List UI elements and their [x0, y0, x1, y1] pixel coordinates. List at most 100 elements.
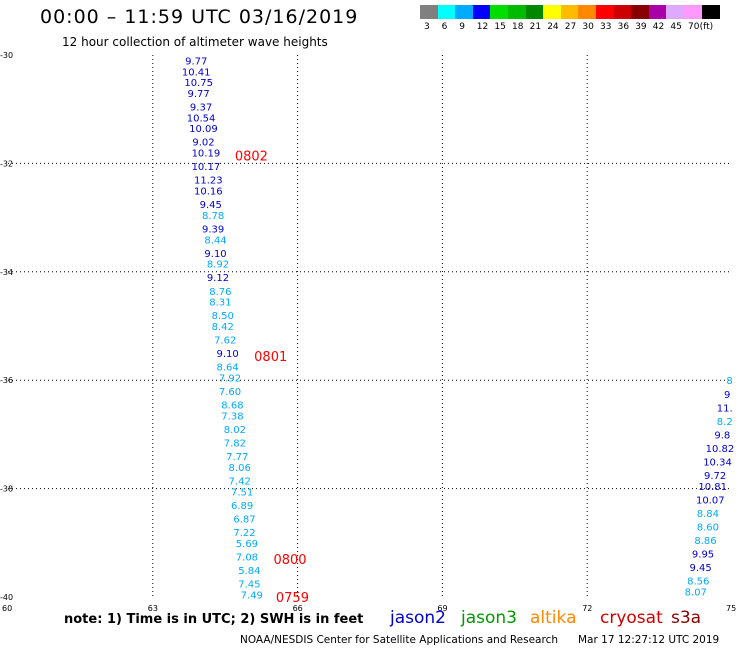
legend-label: 9 [459, 22, 465, 32]
wave-height-value: 10.17 [192, 162, 221, 173]
wave-height-value: 9.12 [207, 273, 229, 284]
page-title: 00:00 – 11:59 UTC 03/16/2019 [40, 6, 359, 28]
lat-tick-label: -36 [0, 376, 13, 385]
legend-swatch [420, 5, 439, 19]
legend-label: 12 [476, 22, 489, 32]
wave-height-value: 9.72 [704, 471, 726, 482]
lat-tick-label: -30 [0, 51, 13, 60]
wave-height-value: 8.31 [209, 298, 231, 309]
wave-height-value: 7.08 [236, 552, 258, 563]
pass-time-label: 0802 [235, 149, 268, 164]
legend-swatch [490, 5, 509, 19]
satellite-label-jason2: jason2 [390, 608, 446, 628]
legend-swatch [648, 5, 667, 19]
lon-tick-label: 75 [726, 604, 736, 613]
wave-height-value: 9.10 [204, 249, 226, 260]
wave-height-value: 7.22 [233, 528, 255, 539]
legend-swatch [631, 5, 650, 19]
wave-height-value: 9.8 [714, 430, 730, 441]
legend-label: 24 [547, 22, 559, 32]
wave-height-value: 8.60 [697, 523, 719, 534]
wave-height-value: 7.92 [219, 373, 241, 384]
wave-height-value: 9 [724, 390, 730, 401]
legend-swatch [596, 5, 615, 19]
wave-height-value: 10.16 [194, 187, 223, 198]
lon-tick-label: 63 [148, 604, 158, 613]
wave-height-value: 10.81 [698, 482, 727, 493]
legend-swatch [525, 5, 544, 19]
wave-height-value: 10.34 [703, 458, 732, 469]
generated-timestamp: Mar 17 12:27:12 UTC 2019 [578, 634, 720, 646]
legend-swatch [437, 5, 456, 19]
legend-label: 33 [600, 22, 612, 32]
lon-tick-label: 69 [437, 604, 447, 613]
legend-label: 70 [688, 22, 700, 32]
wave-height-value: 6.89 [231, 501, 253, 512]
legend-label: (ft) [699, 22, 714, 32]
wave-height-value: 10.19 [192, 149, 221, 160]
wave-height-value: 7.51 [231, 487, 253, 498]
satellite-label-s3a: s3a [671, 608, 702, 628]
wave-height-value: 9.45 [689, 563, 711, 574]
pass-time-label: 0800 [273, 553, 306, 568]
wave-height-value: 10.41 [182, 67, 211, 78]
wave-height-value: 7.38 [221, 411, 243, 422]
legend-label: 39 [635, 22, 647, 32]
wave-height-value: 9.39 [202, 224, 224, 235]
wave-height-value: 9.02 [192, 138, 214, 149]
wave-height-value: 7.42 [229, 476, 251, 487]
satellite-label-jason3: jason3 [461, 608, 517, 628]
legend-swatch [578, 5, 597, 19]
legend-label: 36 [617, 22, 630, 32]
lat-tick-label: -32 [0, 159, 13, 168]
map-axis-labels: -30 -32 -34 -36 -38 -40 60 63 66 69 72 75 [0, 51, 736, 613]
wave-height-value: 8.07 [685, 588, 707, 599]
map-grid [8, 55, 732, 597]
wave-height-value: 9.37 [190, 102, 212, 113]
wave-height-value: 7.82 [224, 439, 246, 450]
pass-time-label: 0801 [254, 350, 287, 365]
legend-swatch [701, 5, 720, 19]
wave-height-value: 9.77 [185, 56, 207, 67]
wave-height-value: 9.45 [200, 200, 222, 211]
pass-time-label: 0759 [276, 591, 309, 606]
lon-tick-label: 72 [582, 604, 592, 613]
wave-height-value: 9.77 [188, 89, 210, 100]
wave-height-value: 10.75 [184, 78, 213, 89]
legend-swatch [543, 5, 562, 19]
wave-height-value: 8.56 [687, 577, 709, 588]
legend-label: 6 [441, 22, 448, 32]
lon-tick-label: 66 [293, 604, 303, 613]
wave-height-value: 10.07 [696, 495, 725, 506]
wave-height-value: 9.10 [216, 349, 238, 360]
legend-swatch [560, 5, 579, 19]
wave-height-observations: 9.7710.4110.759.779.3710.5410.099.0210.1… [182, 56, 734, 601]
legend-label: 30 [582, 22, 594, 32]
legend-label: 18 [512, 22, 524, 32]
wave-height-value: 10.82 [706, 444, 735, 455]
wave-height-value: 7.45 [238, 579, 260, 590]
wave-height-value: 5.84 [238, 566, 260, 577]
legend-label: 3 [424, 22, 430, 32]
wave-height-value: 8.68 [221, 401, 243, 412]
lat-tick-label: -40 [0, 593, 13, 602]
legend-label: 21 [529, 22, 542, 32]
wave-height-value: 8.42 [212, 322, 234, 333]
wave-height-value: 8.50 [212, 311, 234, 322]
wave-height-value: 10.09 [189, 124, 218, 135]
wave-height-value: 7.77 [226, 452, 248, 463]
legend-label: 27 [564, 22, 577, 32]
footnote: note: 1) Time is in UTC; 2) SWH is in fe… [64, 612, 364, 627]
lat-tick-label: -38 [0, 485, 13, 494]
wave-height-value: 11.23 [194, 176, 223, 187]
lat-tick-label: -34 [0, 268, 13, 277]
time-labels: 0802 0801 0800 0759 [235, 149, 309, 606]
wave-height-value: 8.92 [207, 260, 229, 271]
wave-height-value: 8.84 [697, 509, 719, 520]
wave-height-value: 5.69 [236, 539, 258, 550]
legend-swatch [666, 5, 685, 19]
wave-height-value: 8.76 [209, 287, 231, 298]
legend-label: 15 [494, 22, 506, 32]
wave-height-value: 6.87 [233, 514, 255, 525]
